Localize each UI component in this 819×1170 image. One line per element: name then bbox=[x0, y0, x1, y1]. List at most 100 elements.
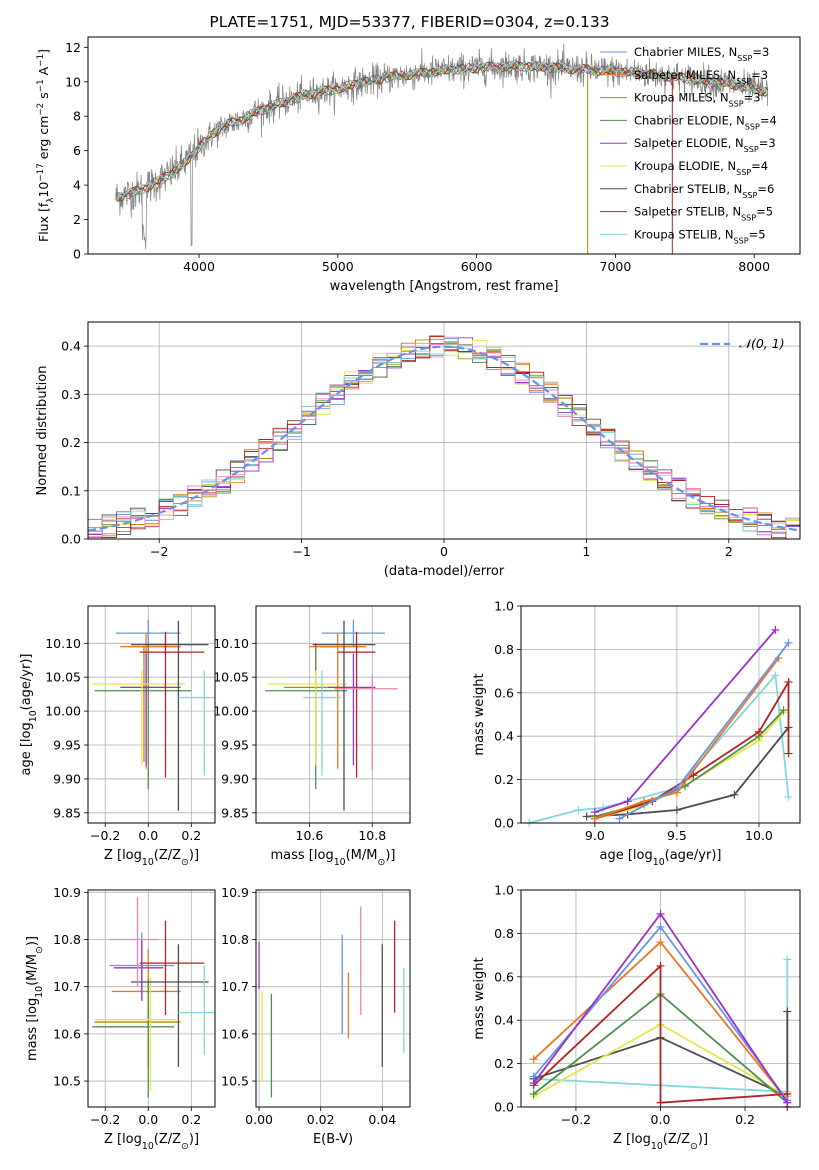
data-point bbox=[131, 944, 209, 1067]
x-tick-label: 0.0 bbox=[651, 1112, 671, 1127]
y-tick-label: 10.9 bbox=[221, 885, 249, 900]
data-point bbox=[111, 948, 181, 1034]
y-tick-label: 9.85 bbox=[53, 805, 81, 820]
y-axis-label: mass [log10(M/M⊙)] bbox=[25, 936, 45, 1061]
y-tick-label: 9.90 bbox=[53, 771, 81, 786]
model-spectrum bbox=[115, 60, 768, 200]
x-axis-label: (data-model)/error bbox=[384, 564, 505, 579]
weight-point-marker bbox=[771, 625, 780, 634]
y-tick-label: 10.05 bbox=[213, 670, 249, 685]
y-tick-label: 10.7 bbox=[221, 979, 249, 994]
weight_vs_Z-series bbox=[529, 909, 792, 1111]
x-tick-label: 6000 bbox=[461, 259, 493, 274]
x-axis-label: E(B-V) bbox=[313, 1132, 353, 1147]
x-axis-label: Z [log10(Z/Z⊙)] bbox=[613, 1132, 708, 1152]
legend-label: Salpeter STELIB, NSSP=5 bbox=[634, 205, 773, 223]
legend-label: Kroupa ELODIE, NSSP=4 bbox=[634, 159, 768, 177]
data-point bbox=[322, 619, 385, 647]
x-tick-label: 0.2 bbox=[735, 1112, 755, 1127]
y-tick-label: 10.8 bbox=[221, 932, 249, 947]
weight-point-marker bbox=[783, 1007, 792, 1016]
spectrum-frame bbox=[87, 36, 801, 255]
mass_vs_Z-points bbox=[92, 897, 215, 1098]
data-point bbox=[265, 643, 348, 790]
y-tick-label: 10.6 bbox=[221, 1026, 249, 1041]
y-tick-label: 0.4 bbox=[494, 1013, 514, 1028]
y-axis-label: mass weight bbox=[472, 673, 487, 755]
x-axis-label: age [log10(age/yr)] bbox=[600, 848, 722, 868]
weight-point-marker bbox=[529, 1089, 538, 1098]
y-tick-label: 6 bbox=[73, 143, 81, 158]
spectrum-y-axis-label: Flux [fλ10−17 erg cm−2 s−1 A−1] bbox=[36, 49, 56, 242]
x-tick-label: 0.04 bbox=[368, 1112, 396, 1127]
legend-label: Chabrier ELODIE, NSSP=4 bbox=[634, 113, 777, 130]
data-point bbox=[92, 670, 185, 766]
age_vs_mass-points bbox=[265, 619, 398, 811]
y-tick-label: 8 bbox=[73, 109, 81, 124]
weight-point-marker bbox=[783, 1098, 792, 1107]
residual-histogram bbox=[88, 336, 800, 538]
legend-label: Kroupa STELIB, NSSP=5 bbox=[634, 227, 766, 245]
x-axis-label: wavelength [Angstrom, rest frame] bbox=[330, 279, 559, 294]
residuals-frame bbox=[87, 321, 801, 540]
data-point bbox=[139, 920, 205, 1016]
weight-series-line bbox=[533, 1011, 789, 1098]
x-tick-label: 0 bbox=[440, 544, 448, 559]
y-tick-label: 4 bbox=[73, 178, 81, 193]
x-tick-label: 1 bbox=[582, 544, 590, 559]
y-tick-label: 0.0 bbox=[494, 1100, 514, 1115]
weight-point-marker bbox=[656, 1098, 665, 1107]
data-point bbox=[309, 633, 366, 769]
y-tick-label: 10.00 bbox=[45, 704, 81, 719]
y-axis-label: mass weight bbox=[472, 957, 487, 1039]
y-tick-label: 10.10 bbox=[213, 636, 249, 651]
y-tick-label: 10.6 bbox=[53, 1026, 81, 1041]
y-axis-label: age [log10(age/yr)] bbox=[19, 654, 39, 776]
weight-point-marker bbox=[529, 1079, 538, 1088]
weight-point-marker bbox=[656, 938, 665, 947]
weight-point-marker bbox=[582, 812, 591, 821]
spectrum-axes: 4000 5000 6000 7000 8000 0 2 4 6 8 10 12 wavelength … bbox=[65, 40, 770, 294]
weight-point-marker bbox=[754, 727, 763, 736]
y-tick-label: 10.8 bbox=[53, 932, 81, 947]
x-tick-label: −0.2 bbox=[90, 828, 120, 843]
x-tick-label: 0.2 bbox=[181, 828, 201, 843]
data-point bbox=[131, 620, 209, 811]
x-tick-label: 7000 bbox=[600, 259, 632, 274]
y-tick-label: 0.6 bbox=[494, 685, 514, 700]
weight-point-marker bbox=[771, 671, 780, 680]
data-point bbox=[109, 897, 160, 987]
x-tick-label: −1 bbox=[292, 544, 310, 559]
weight-point-marker bbox=[656, 961, 665, 970]
weight-point-marker bbox=[656, 922, 665, 931]
data-point bbox=[337, 631, 376, 778]
residual-histogram bbox=[88, 341, 800, 532]
y-tick-label: 0.2 bbox=[494, 772, 514, 787]
observed-spectrum bbox=[115, 43, 769, 250]
mass_vs_Z-axes: −0.2 0.0 0.2 10.5 10.6 10.7 10.8 10.9 Z [log10(Z… bbox=[25, 885, 215, 1152]
x-axis-label: mass [log10(M/M⊙)] bbox=[271, 848, 396, 868]
weight-point-marker bbox=[615, 814, 624, 823]
x-tick-label: −0.2 bbox=[561, 1112, 591, 1127]
data-point bbox=[94, 643, 192, 790]
data-point bbox=[115, 619, 181, 647]
mass_vs_ebv-frame bbox=[255, 889, 411, 1108]
x-tick-label: 10.8 bbox=[358, 828, 386, 843]
y-tick-label: 10.05 bbox=[45, 670, 81, 685]
x-axis-label: Z [log10(Z/Z⊙)] bbox=[104, 848, 199, 868]
weight-point-marker bbox=[574, 805, 583, 814]
weight_vs_age-frame bbox=[520, 605, 801, 824]
y-tick-label: 0.2 bbox=[61, 435, 81, 450]
weight-point-marker bbox=[623, 797, 632, 806]
y-tick-label: 0.4 bbox=[494, 729, 514, 744]
weight_vs_Z-axes: −0.2 0.0 0.2 0.0 0.2 0.4 0.6 0.8 1.0 Z [log10(Z/Z… bbox=[472, 883, 800, 1152]
weight_vs_age-series bbox=[525, 625, 793, 827]
age_vs_mass-axes: 10.6 10.8 9.85 9.90 9.95 10.00 10.05 10.10 mass … bbox=[213, 606, 410, 868]
weight-point-marker bbox=[672, 805, 681, 814]
legend-label: Chabrier STELIB, NSSP=6 bbox=[634, 182, 774, 200]
weight_vs_Z-frame bbox=[520, 889, 801, 1108]
weight-point-marker bbox=[784, 792, 793, 801]
data-point bbox=[113, 939, 164, 1001]
y-tick-label: 0.8 bbox=[494, 642, 514, 657]
spectrum-legend: Chabrier MILES, NSSP=3 Salpeter MILES, NS… bbox=[600, 45, 777, 245]
